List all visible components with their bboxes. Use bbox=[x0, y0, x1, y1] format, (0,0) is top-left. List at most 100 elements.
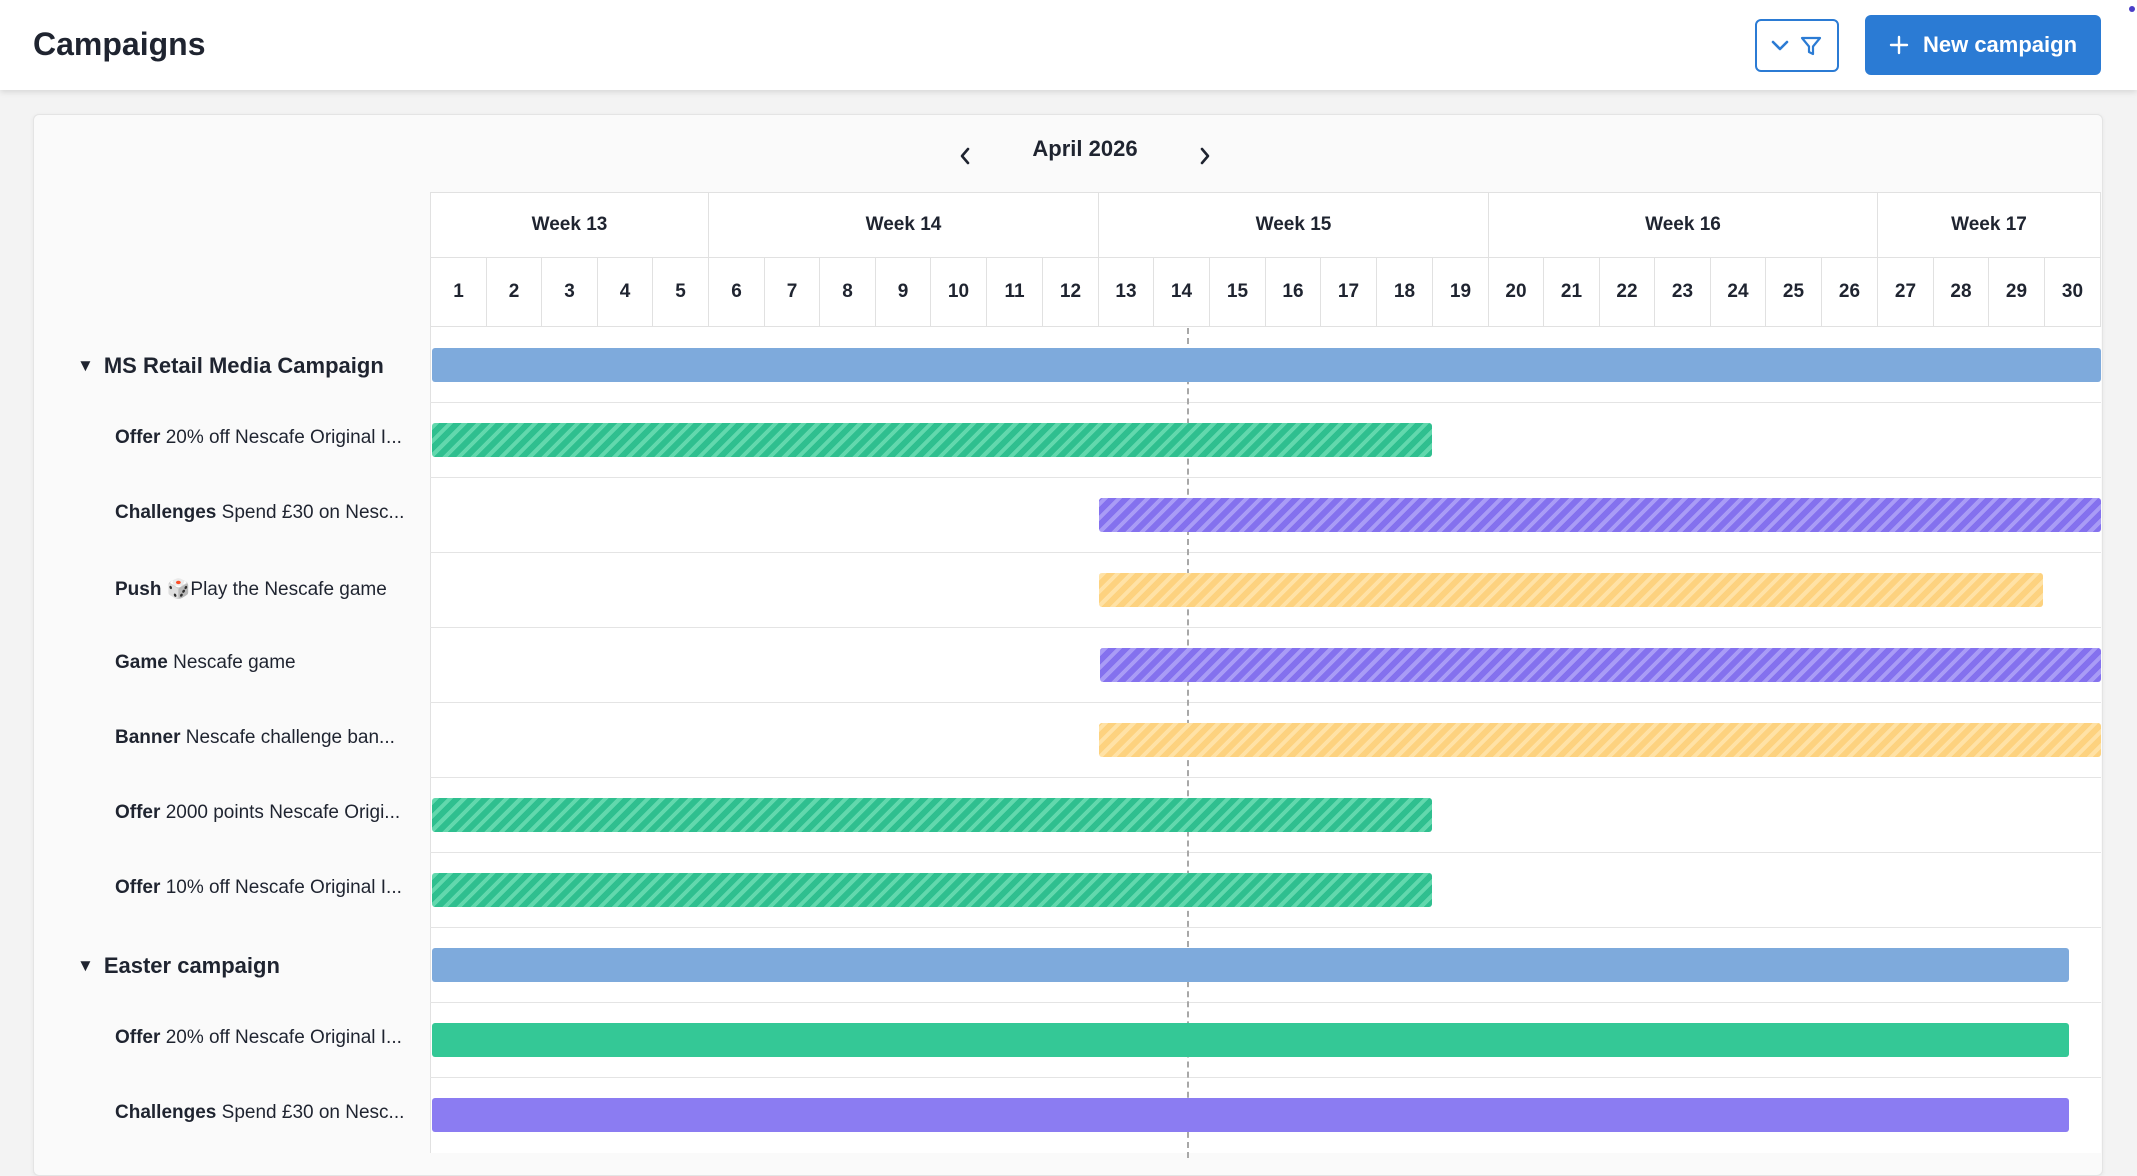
collapse-triangle-icon: ▼ bbox=[77, 356, 94, 375]
day-header: 20 bbox=[1489, 258, 1544, 327]
day-header: 6 bbox=[709, 258, 765, 327]
timeline-bar-offer[interactable] bbox=[432, 1023, 2069, 1057]
day-header: 4 bbox=[598, 258, 653, 327]
campaign-item[interactable]: Challenges Spend £30 on Nesc... bbox=[115, 1102, 415, 1124]
week-header: Week 16 bbox=[1489, 192, 1878, 258]
filter-button[interactable] bbox=[1755, 19, 1839, 72]
day-header: 30 bbox=[2045, 258, 2101, 327]
item-type: Offer bbox=[115, 877, 161, 898]
day-header: 3 bbox=[542, 258, 598, 327]
item-text: Nescafe game bbox=[173, 652, 296, 673]
day-header: 2 bbox=[487, 258, 542, 327]
new-campaign-button[interactable]: New campaign bbox=[1865, 15, 2101, 75]
day-header: 19 bbox=[1433, 258, 1489, 327]
item-type: Challenges bbox=[115, 502, 217, 523]
status-dot bbox=[2129, 6, 2135, 12]
row-divider bbox=[430, 1077, 2101, 1078]
item-type: Game bbox=[115, 652, 168, 673]
campaign-item[interactable]: Offer 20% off Nescafe Original I... bbox=[115, 1027, 415, 1049]
day-header: 11 bbox=[987, 258, 1043, 327]
day-header: 21 bbox=[1544, 258, 1600, 327]
row-divider bbox=[430, 627, 2101, 628]
week-header: Week 14 bbox=[709, 192, 1099, 258]
item-text: Spend £30 on Nesc... bbox=[221, 1102, 405, 1123]
campaign-bar-ms-retail[interactable] bbox=[432, 348, 2101, 382]
day-header: 8 bbox=[820, 258, 876, 327]
page-title: Campaigns bbox=[33, 26, 206, 62]
item-type: Offer bbox=[115, 1027, 161, 1048]
item-text: Spend £30 on Nesc... bbox=[221, 502, 405, 523]
item-text: 10% off Nescafe Original I... bbox=[165, 877, 402, 898]
item-type: Push bbox=[115, 579, 162, 600]
timeline-bar-challenge[interactable] bbox=[432, 1098, 2069, 1132]
day-header: 24 bbox=[1711, 258, 1766, 327]
week-header: Week 15 bbox=[1099, 192, 1489, 258]
row-divider bbox=[430, 852, 2101, 853]
day-header: 15 bbox=[1210, 258, 1266, 327]
row-divider bbox=[430, 927, 2101, 928]
day-header: 28 bbox=[1934, 258, 1989, 327]
day-header: 25 bbox=[1766, 258, 1822, 327]
campaign-name: MS Retail Media Campaign bbox=[103, 353, 384, 378]
campaign-item[interactable]: Challenges Spend £30 on Nesc... bbox=[115, 502, 415, 524]
timeline-bar-push[interactable] bbox=[1099, 573, 2043, 607]
week-header: Week 13 bbox=[431, 192, 709, 258]
day-header: 9 bbox=[876, 258, 931, 327]
campaign-bar-easter[interactable] bbox=[432, 948, 2069, 982]
timeline-bar-offer[interactable] bbox=[432, 798, 1432, 832]
timeline-bar-banner[interactable] bbox=[1099, 723, 2101, 757]
day-header: 17 bbox=[1321, 258, 1377, 327]
row-divider bbox=[430, 552, 2101, 553]
item-text: 20% off Nescafe Original I... bbox=[165, 1027, 402, 1048]
item-text: 2000 points Nescafe Origi... bbox=[165, 802, 401, 823]
day-header: 10 bbox=[931, 258, 987, 327]
campaign-item[interactable]: Banner Nescafe challenge ban... bbox=[115, 727, 415, 749]
campaign-item[interactable]: Push 🎲Play the Nescafe game bbox=[115, 577, 415, 601]
campaign-item[interactable]: Offer 20% off Nescafe Original I... bbox=[115, 427, 415, 449]
item-text: 20% off Nescafe Original I... bbox=[165, 427, 402, 448]
item-type: Challenges bbox=[115, 1102, 217, 1123]
top-header: Campaigns New campaign bbox=[0, 0, 2137, 90]
row-divider bbox=[430, 702, 2101, 703]
day-header: 5 bbox=[653, 258, 709, 327]
new-campaign-label: New campaign bbox=[1922, 32, 2078, 57]
month-label: April 2026 bbox=[1032, 136, 1138, 161]
timeline-bar-offer[interactable] bbox=[432, 423, 1432, 457]
campaign-item[interactable]: Offer 2000 points Nescafe Origi... bbox=[115, 802, 415, 824]
day-header: 23 bbox=[1655, 258, 1711, 327]
day-header: 13 bbox=[1099, 258, 1154, 327]
day-header: 27 bbox=[1878, 258, 1934, 327]
timeline-bar-challenge[interactable] bbox=[1099, 498, 2101, 532]
chevron-down-icon bbox=[1771, 40, 1789, 50]
item-type: Banner bbox=[115, 727, 181, 748]
week-header: Week 17 bbox=[1878, 192, 2101, 258]
day-header: 1 bbox=[431, 258, 487, 327]
timeline-bar-offer[interactable] bbox=[432, 873, 1432, 907]
day-header: 29 bbox=[1989, 258, 2045, 327]
item-text: Nescafe challenge ban... bbox=[185, 727, 395, 748]
prev-month-icon[interactable] bbox=[958, 146, 972, 166]
day-header: 7 bbox=[765, 258, 820, 327]
day-header: 18 bbox=[1377, 258, 1433, 327]
day-header: 12 bbox=[1043, 258, 1099, 327]
plus-icon bbox=[1889, 35, 1909, 55]
filter-icon bbox=[1800, 36, 1822, 55]
day-header: 14 bbox=[1154, 258, 1210, 327]
timeline-bar-game[interactable] bbox=[1100, 648, 2101, 682]
row-divider bbox=[430, 777, 2101, 778]
campaign-name: Easter campaign bbox=[103, 953, 280, 978]
campaign-group-ms-retail[interactable]: ▼ MS Retail Media Campaign bbox=[77, 353, 384, 379]
item-type: Offer bbox=[115, 427, 161, 448]
row-divider bbox=[430, 1002, 2101, 1003]
item-text: 🎲Play the Nescafe game bbox=[166, 579, 387, 600]
campaign-item[interactable]: Offer 10% off Nescafe Original I... bbox=[115, 877, 415, 899]
campaign-item[interactable]: Game Nescafe game bbox=[115, 652, 415, 674]
row-divider bbox=[430, 477, 2101, 478]
collapse-triangle-icon: ▼ bbox=[77, 956, 94, 975]
next-month-icon[interactable] bbox=[1198, 146, 1212, 166]
day-header: 26 bbox=[1822, 258, 1878, 327]
item-type: Offer bbox=[115, 802, 161, 823]
day-header: 16 bbox=[1266, 258, 1321, 327]
row-divider bbox=[430, 402, 2101, 403]
campaign-group-easter[interactable]: ▼ Easter campaign bbox=[77, 953, 280, 979]
